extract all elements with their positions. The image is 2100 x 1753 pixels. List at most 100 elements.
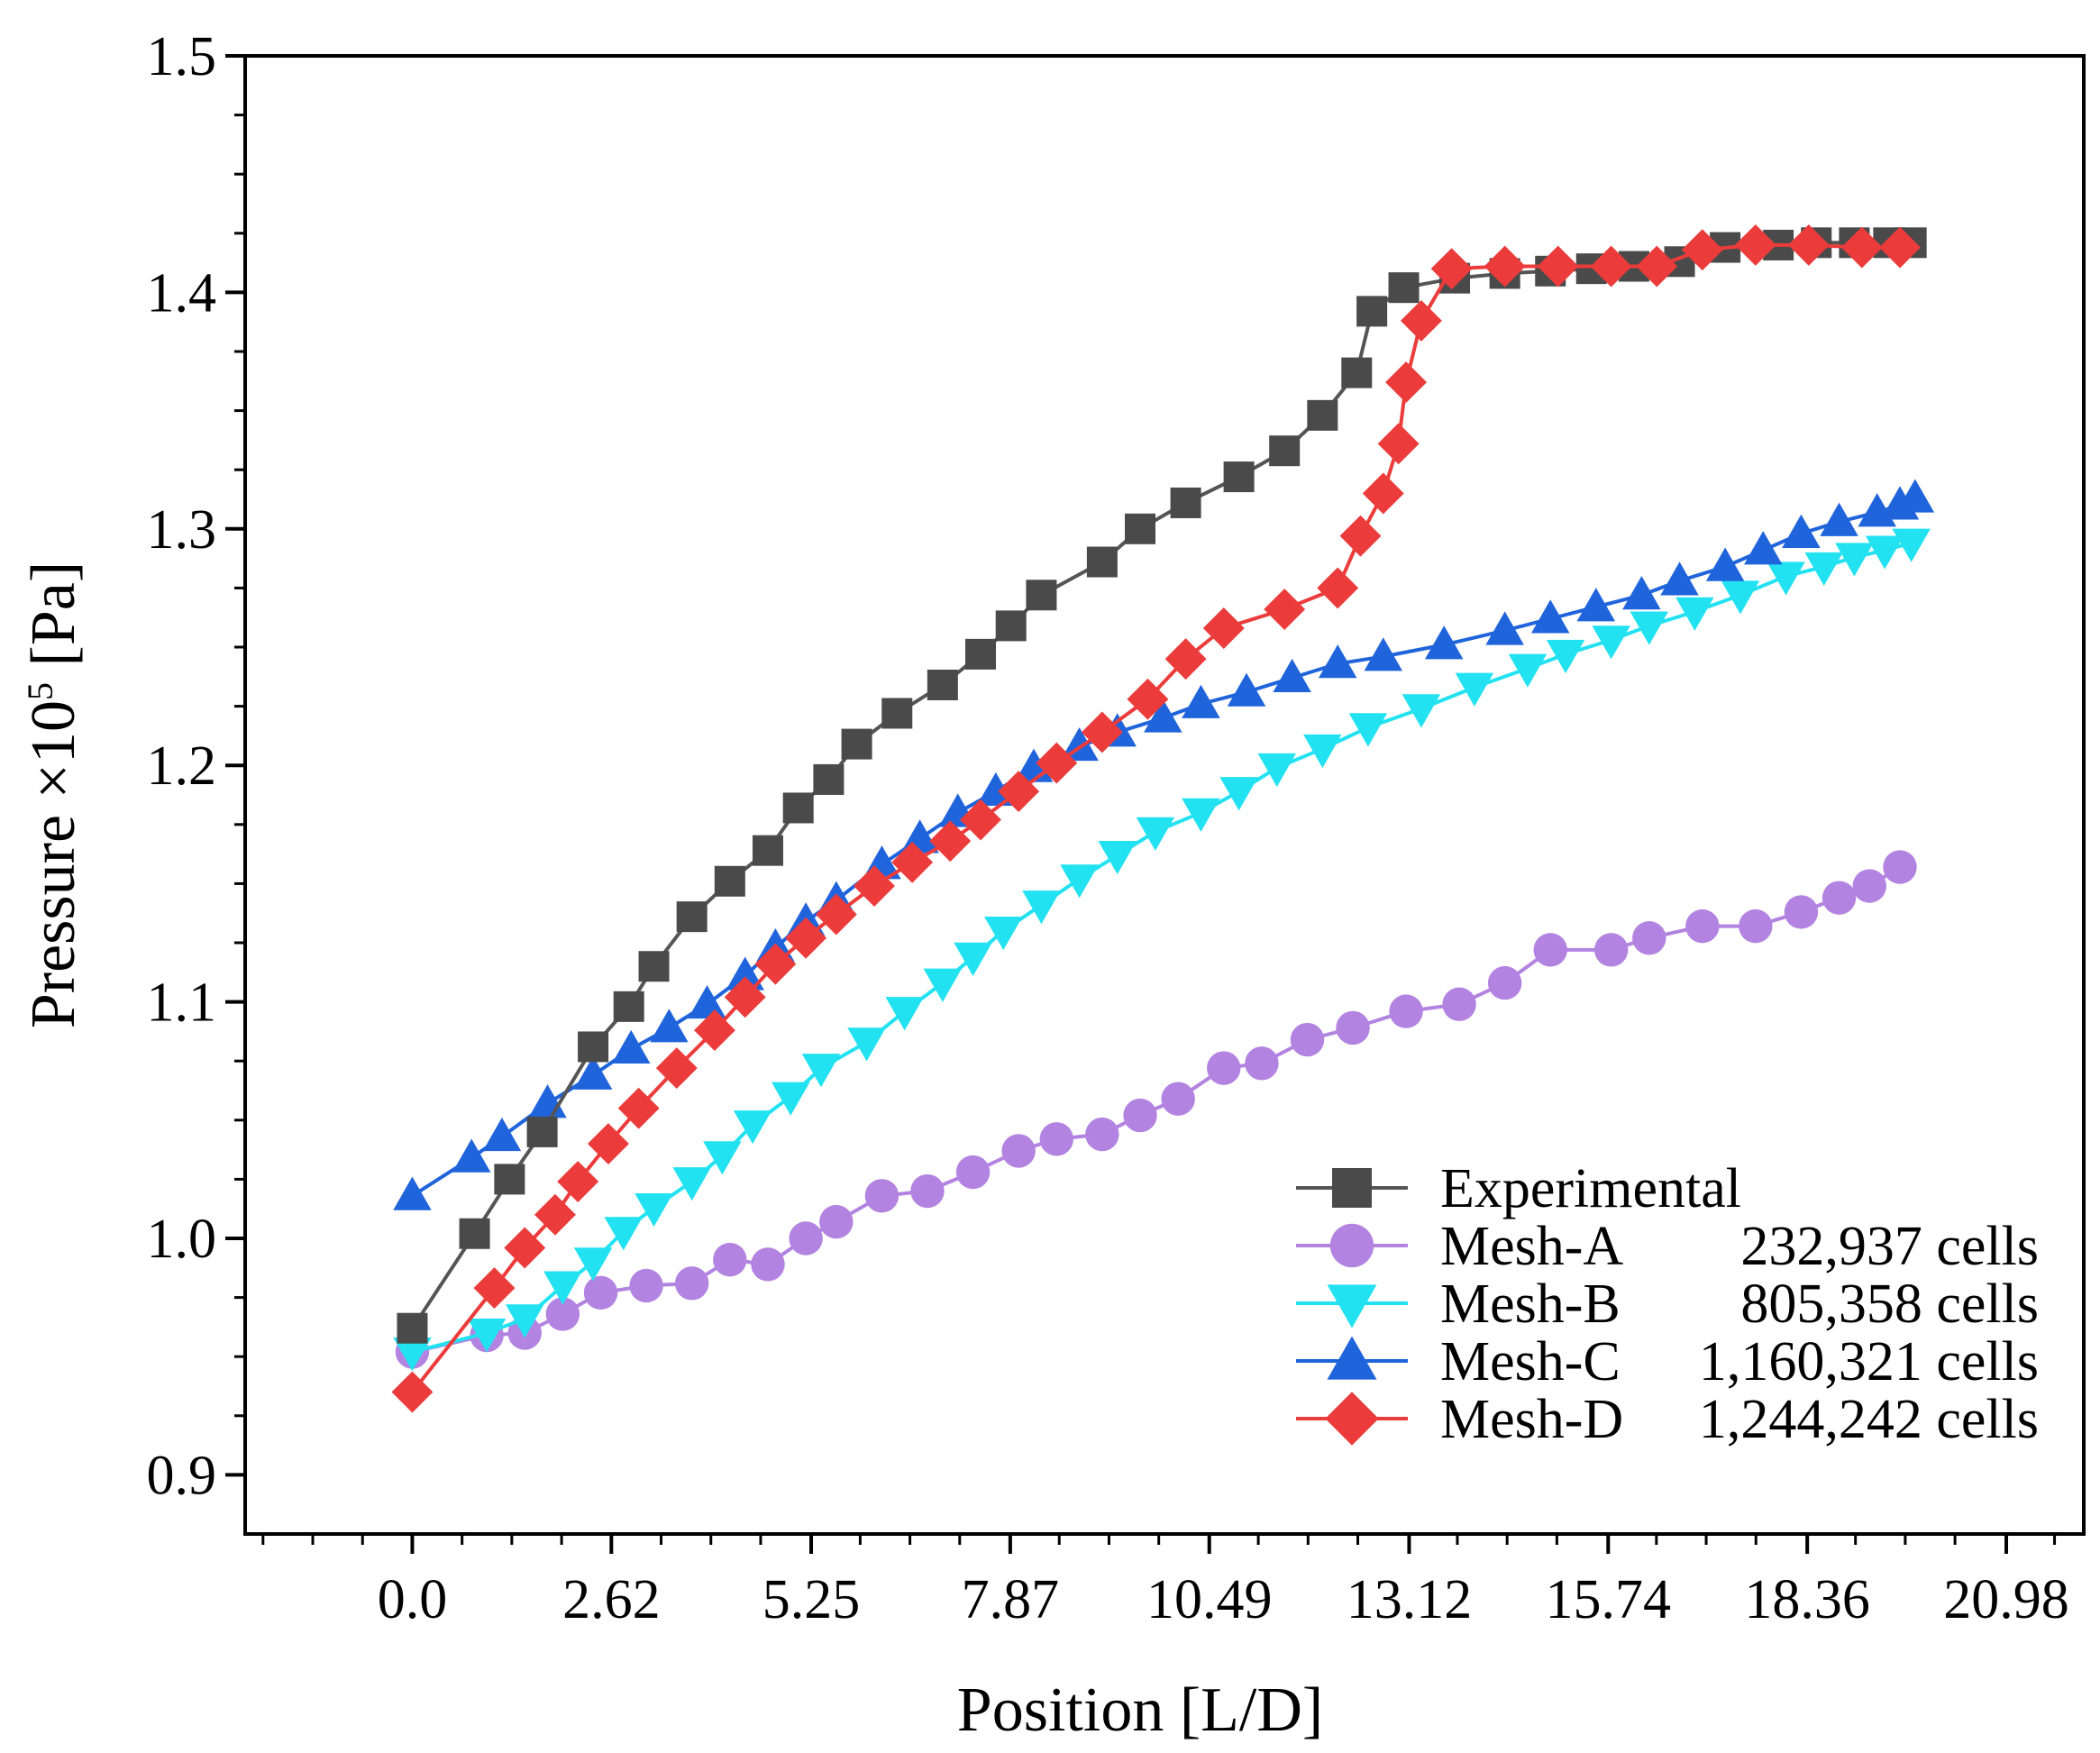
data-point	[676, 901, 708, 933]
data-point	[650, 1009, 689, 1043]
data-point	[494, 1164, 525, 1195]
data-point	[635, 1192, 673, 1228]
data-point	[885, 997, 924, 1031]
data-point	[1125, 513, 1156, 544]
legend-marker	[1325, 1392, 1379, 1446]
data-point	[1402, 694, 1441, 728]
data-point	[733, 1110, 772, 1145]
data-point	[1341, 357, 1373, 388]
data-point	[1356, 296, 1388, 327]
data-point	[955, 1155, 991, 1190]
data-point	[688, 984, 726, 1019]
data-point	[1537, 245, 1579, 288]
data-point	[1318, 644, 1357, 679]
data-point	[1430, 248, 1473, 290]
data-point	[1675, 597, 1714, 631]
data-point	[1123, 1098, 1157, 1133]
data-point	[1804, 552, 1843, 587]
data-point	[1307, 399, 1338, 431]
x-tick-label: 0.0	[378, 1569, 448, 1630]
data-point	[1685, 908, 1720, 944]
data-point	[694, 1009, 735, 1052]
data-point	[1787, 224, 1830, 266]
legend-item-mesh-a: Mesh-A 232,937 cells	[1296, 1216, 2039, 1277]
data-point	[504, 1227, 546, 1269]
data-point	[672, 1167, 711, 1201]
legend-label: Mesh-B	[1440, 1274, 1621, 1335]
data-point	[1223, 461, 1255, 493]
data-point	[1455, 672, 1494, 707]
data-point	[1273, 658, 1311, 693]
data-point	[1879, 226, 1921, 269]
data-point	[960, 799, 1001, 841]
data-point	[1487, 965, 1522, 1000]
x-tick-label: 13.12	[1347, 1569, 1473, 1630]
data-point	[1362, 472, 1404, 515]
legend-label: Mesh-A	[1440, 1216, 1623, 1277]
data-point	[629, 1268, 663, 1303]
data-point	[891, 841, 934, 883]
data-point	[543, 1271, 582, 1305]
data-point	[1767, 562, 1805, 596]
data-point	[1660, 562, 1699, 596]
data-point	[713, 1242, 747, 1277]
data-point	[1593, 933, 1629, 967]
y-tick-label: 1.4	[147, 262, 217, 324]
data-point	[604, 1217, 644, 1251]
x-tick-label: 7.87	[962, 1569, 1060, 1630]
data-point	[1721, 580, 1760, 615]
data-point	[1207, 1051, 1241, 1085]
data-point	[1202, 607, 1245, 649]
data-point	[613, 991, 644, 1022]
data-point	[573, 1055, 613, 1090]
y-axis-title-main: Pressure ×10	[19, 700, 88, 1028]
data-point	[638, 951, 670, 982]
data-point	[1364, 637, 1403, 671]
x-tick-label: 20.98	[1943, 1569, 2069, 1630]
data-point	[847, 1027, 886, 1062]
data-point	[1161, 1082, 1195, 1116]
data-point	[1852, 869, 1886, 903]
data-point	[1630, 611, 1669, 645]
data-point	[655, 1047, 698, 1090]
data-point	[1576, 588, 1616, 622]
x-tick-label: 2.62	[562, 1569, 661, 1630]
legend-marker	[1332, 1168, 1372, 1208]
y-tick-label: 1.3	[147, 499, 217, 561]
x-tick-label: 10.49	[1146, 1569, 1273, 1630]
legend-marker	[1329, 1223, 1374, 1268]
data-point	[1339, 515, 1382, 557]
data-point	[1892, 528, 1931, 562]
data-point	[1705, 547, 1745, 581]
y-tick-label: 1.2	[147, 735, 217, 797]
data-point	[1377, 423, 1420, 465]
data-point	[1508, 653, 1548, 688]
data-point	[611, 1029, 651, 1064]
axis-ticks	[225, 54, 2057, 1554]
data-point	[1022, 890, 1061, 925]
data-point	[391, 1371, 434, 1413]
data-point	[1303, 734, 1342, 769]
data-point	[703, 1141, 742, 1175]
data-point	[819, 1204, 854, 1239]
data-point	[578, 1031, 609, 1063]
data-point	[881, 698, 913, 729]
data-point	[927, 669, 958, 700]
x-tick-label: 18.36	[1744, 1569, 1870, 1630]
data-point	[785, 917, 827, 959]
data-point	[1269, 435, 1301, 467]
x-tick-labels: 0.0 2.62 5.25 7.87 10.49 13.12 15.74 18.36 20.98	[378, 1569, 2069, 1630]
data-point	[1484, 245, 1526, 288]
data-point	[393, 1176, 432, 1210]
data-point	[752, 835, 783, 866]
data-point	[954, 942, 992, 976]
legend-marker	[1327, 1336, 1377, 1380]
data-point	[1784, 895, 1819, 929]
legend-item-mesh-d: Mesh-D 1,244,242 cells	[1296, 1389, 2039, 1450]
series-line	[410, 242, 1900, 1393]
data-point	[772, 1082, 810, 1116]
data-point	[854, 865, 895, 907]
legend-item-mesh-b: Mesh-B 805,358 cells	[1296, 1274, 2039, 1335]
data-point	[841, 728, 872, 760]
legend-cells: 805,358 cells	[1740, 1274, 2039, 1335]
